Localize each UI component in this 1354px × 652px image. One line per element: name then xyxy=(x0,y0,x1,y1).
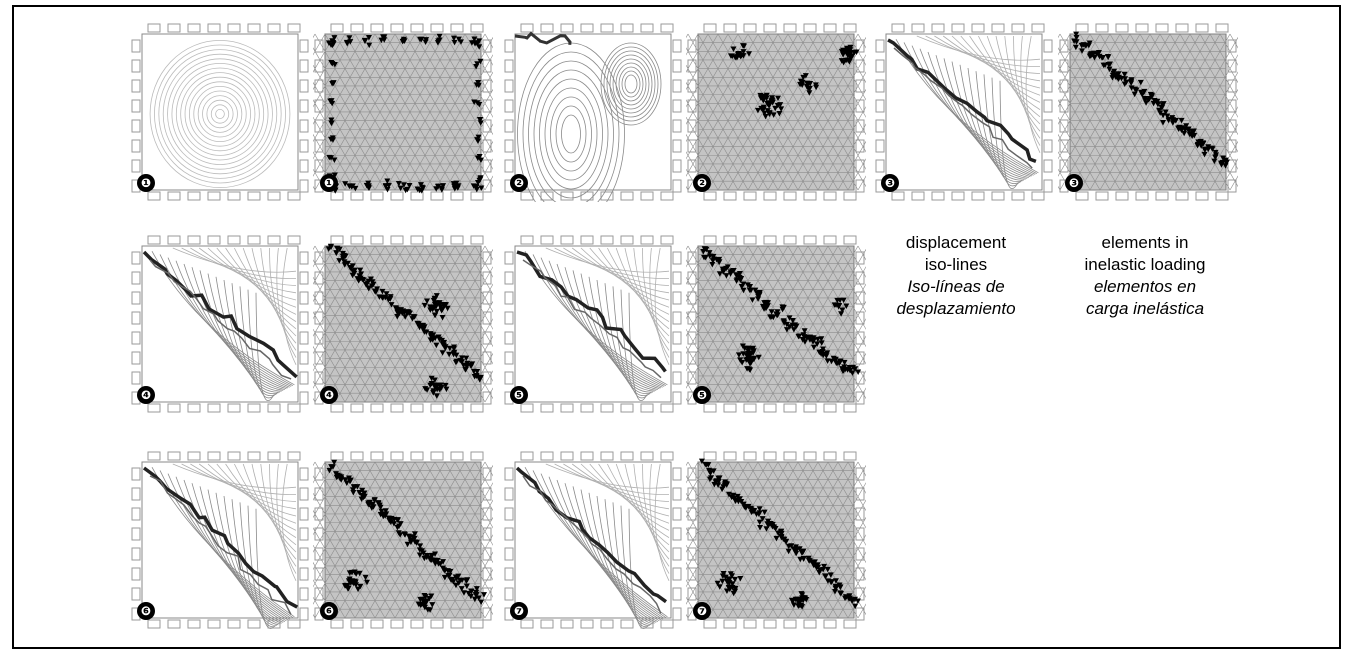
iso-panel-stage-1: ❶ xyxy=(130,22,310,202)
stage-badge: ❼ xyxy=(693,602,711,620)
mesh-panel-stage-5: ❺ xyxy=(686,234,866,414)
stage-badge: ❺ xyxy=(510,386,528,404)
mesh-plot xyxy=(313,23,493,201)
mesh-plot xyxy=(686,23,866,201)
stage-badge: ❷ xyxy=(693,174,711,192)
mesh-panel-stage-1: ❶ xyxy=(313,22,493,202)
mesh-panel-stage-7: ❼ xyxy=(686,450,866,630)
legend-es-line: elementos en xyxy=(1093,277,1197,296)
stage-badge: ❷ xyxy=(510,174,528,192)
mesh-plot xyxy=(313,235,493,413)
stage-badge: ❺ xyxy=(693,386,711,404)
iso-panel-stage-6: ❻ xyxy=(130,450,310,630)
legend-en-line: inelastic loading xyxy=(1084,255,1206,274)
legend-en-line: displacement xyxy=(905,233,1007,252)
stage-badge: ❻ xyxy=(137,602,155,620)
mesh-panel-stage-6: ❻ xyxy=(313,450,493,630)
legend-es-line: carga inelástica xyxy=(1085,299,1205,318)
iso-lines-legend: displacement iso-lines Iso-líneas de des… xyxy=(876,232,1036,320)
mesh-panel-stage-2: ❷ xyxy=(686,22,866,202)
figure-frame xyxy=(12,5,1341,649)
stage-badge: ❸ xyxy=(881,174,899,192)
iso-lines-plot xyxy=(131,23,309,201)
stage-badge: ❶ xyxy=(320,174,338,192)
stage-badge: ❸ xyxy=(1065,174,1083,192)
iso-panel-stage-3: ❸ xyxy=(874,22,1054,202)
stage-badge: ❻ xyxy=(320,602,338,620)
legend-en-line: iso-lines xyxy=(924,255,988,274)
iso-lines-plot xyxy=(504,451,682,629)
iso-lines-plot xyxy=(131,451,309,629)
iso-lines-plot xyxy=(875,23,1053,201)
inelastic-elements-legend: elements in inelastic loading elementos … xyxy=(1065,232,1225,320)
mesh-plot xyxy=(686,235,866,413)
stage-badge: ❶ xyxy=(137,174,155,192)
legend-es-line: Iso-líneas de xyxy=(907,277,1005,296)
iso-lines-plot xyxy=(504,235,682,413)
mesh-panel-stage-3: ❸ xyxy=(1058,22,1238,202)
iso-lines-plot xyxy=(131,235,309,413)
legend-es-line: desplazamiento xyxy=(896,299,1016,318)
mesh-panel-stage-4: ❹ xyxy=(313,234,493,414)
iso-panel-stage-2: ❷ xyxy=(503,22,683,202)
iso-panel-stage-4: ❹ xyxy=(130,234,310,414)
mesh-plot xyxy=(686,451,866,629)
stage-badge: ❼ xyxy=(510,602,528,620)
mesh-plot xyxy=(1058,23,1238,201)
iso-lines-plot xyxy=(504,23,682,202)
iso-panel-stage-5: ❺ xyxy=(503,234,683,414)
iso-panel-stage-7: ❼ xyxy=(503,450,683,630)
legend-en-line: elements in xyxy=(1101,233,1189,252)
mesh-plot xyxy=(313,451,493,629)
stage-badge: ❹ xyxy=(320,386,338,404)
stage-badge: ❹ xyxy=(137,386,155,404)
